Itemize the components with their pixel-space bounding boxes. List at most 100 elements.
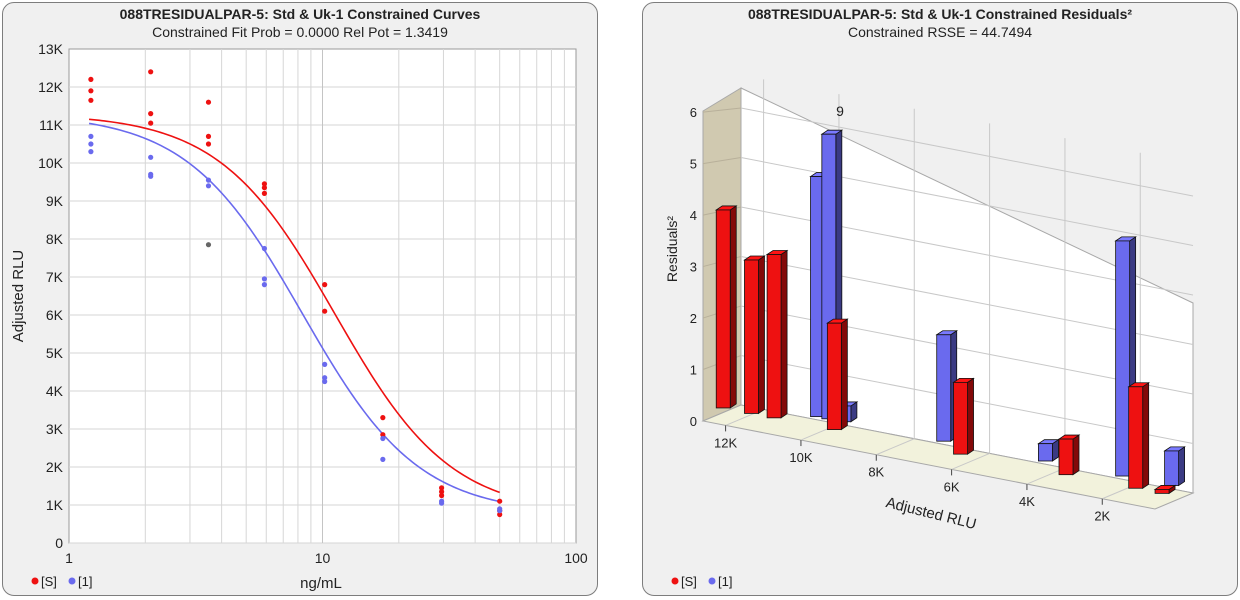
x-tick-label: 10 (315, 550, 331, 566)
fit-curves (88, 118, 500, 503)
y-tick-label: 5K (46, 345, 64, 361)
x-tick-label: 100 (564, 550, 588, 566)
y-tick-label: 6K (46, 307, 64, 323)
data-point (148, 111, 154, 117)
legend-std-marker (671, 577, 679, 585)
y-tick-label: 10K (38, 155, 64, 171)
y-tick-label: 5 (690, 157, 697, 172)
y-tick-label: 3K (46, 421, 64, 437)
y-tick-label: 6 (690, 105, 697, 120)
data-point (88, 133, 94, 139)
residual-bar-uk (1163, 446, 1186, 487)
y-tick-label: 3 (690, 260, 697, 275)
residual-bar-std (765, 249, 789, 419)
legend-uk-label: [1] (718, 574, 732, 589)
fit-curve-std (88, 118, 500, 494)
y-tick-label: 8K (46, 231, 64, 247)
y-axis-ticks: 0 1K 2K 3K 4K 5K 6K 7K 8K 9K 10K 11K 12K 13K (38, 41, 64, 551)
data-point (497, 511, 503, 518)
residual-bar-std (1153, 484, 1177, 495)
curves-subtitle: Constrained Fit Prob = 0.0000 Rel Pot = … (152, 24, 448, 40)
data-point (148, 154, 154, 160)
residual-bar-uk (1037, 438, 1060, 462)
data-point (439, 500, 445, 506)
y-axis-label: Residuals² (664, 216, 680, 282)
data-point (322, 378, 328, 385)
x-axis-ticks: 1 10 100 (65, 550, 588, 566)
residual-bar-std (743, 255, 766, 415)
legend[interactable]: [S] [1] (31, 574, 93, 589)
data-point (439, 489, 445, 495)
residual-bar-std (714, 205, 738, 409)
data-point (380, 456, 386, 462)
data-point (205, 177, 212, 183)
data-point (439, 485, 445, 491)
data-point (261, 245, 268, 252)
data-point (322, 375, 328, 381)
grid-lines (69, 49, 576, 544)
data-point (322, 308, 328, 314)
data-point (380, 432, 386, 438)
y-tick-label: 11K (39, 117, 64, 133)
side-grid-line (702, 157, 742, 165)
data-point (88, 97, 94, 103)
residuals-subtitle: Constrained RSSE = 44.7494 (847, 24, 1033, 40)
data-point (261, 282, 268, 288)
x-tick-label: 12K (714, 435, 737, 450)
data-point (322, 282, 328, 288)
data-point (205, 141, 212, 147)
residuals-panel: 088TRESIDUALPAR-5: Std & Uk-1 Constraine… (642, 2, 1238, 596)
data-point (380, 435, 386, 442)
y-tick-label: 0 (690, 414, 697, 429)
data-point (88, 76, 94, 82)
data-point (205, 183, 212, 189)
data-point (261, 190, 268, 196)
data-point (88, 141, 94, 147)
legend-std-label: [S] (41, 574, 57, 589)
legend-uk-marker (708, 577, 716, 585)
legend[interactable]: [S] [1] (671, 574, 733, 589)
y-tick-label: 2 (690, 311, 697, 326)
fit-curve-uk (88, 122, 500, 503)
data-point (261, 276, 268, 282)
data-point (261, 185, 268, 191)
curves-title: 088TRESIDUALPAR-5: Std & Uk-1 Constraine… (119, 6, 481, 22)
residual-bars (714, 129, 1186, 495)
floor (701, 404, 1195, 510)
data-point (497, 498, 503, 504)
data-point (497, 508, 503, 514)
data-point (148, 120, 154, 126)
curves-chart: 0 1K 2K 3K 4K 5K 6K 7K 8K 9K 10K 11K 12K 13K 1 10 100 A… (10, 41, 588, 592)
floor-grid-line (1026, 467, 1066, 485)
data-point (148, 173, 154, 179)
data-point (322, 361, 328, 367)
bar-value-label: 9 (836, 103, 844, 119)
legend-std-marker (31, 577, 39, 585)
y-axis-ticks: 0 1 2 3 4 5 6 (690, 105, 697, 429)
x-axis-label: Adjusted RLU (884, 494, 978, 533)
h-grid-line (740, 107, 1194, 197)
x-tick-label: 2K (1094, 509, 1110, 524)
data-point (439, 492, 445, 499)
data-point (205, 133, 212, 139)
x-tick-label: 4K (1019, 494, 1035, 509)
floor-grid-line (876, 438, 915, 456)
y-tick-label: 4K (46, 383, 64, 399)
data-point (261, 181, 268, 187)
y-tick-label: 13K (38, 41, 64, 57)
y-tick-label: 4 (690, 208, 697, 223)
data-point (88, 149, 94, 155)
x-axis-label: ng/mL (300, 575, 342, 592)
y-tick-label: 1 (690, 363, 697, 378)
legend-uk-marker (68, 577, 76, 585)
x-tick-label: 8K (868, 465, 884, 480)
legend-std-label: [S] (681, 574, 697, 589)
residual-bar-std (1057, 434, 1081, 476)
residuals-chart: 0 1 2 3 4 5 6 12K 10K 8K 6K 4K 2K 9 Residuals² Adju… (664, 79, 1195, 589)
data-point (148, 69, 154, 75)
residuals-title: 088TRESIDUALPAR-5: Std & Uk-1 Constraine… (747, 6, 1133, 22)
side-grid-line (702, 107, 742, 113)
y-tick-label: 2K (46, 459, 64, 475)
x-tick-label: 6K (944, 479, 960, 494)
curves-panel: 088TRESIDUALPAR-5: Std & Uk-1 Constraine… (2, 2, 598, 596)
